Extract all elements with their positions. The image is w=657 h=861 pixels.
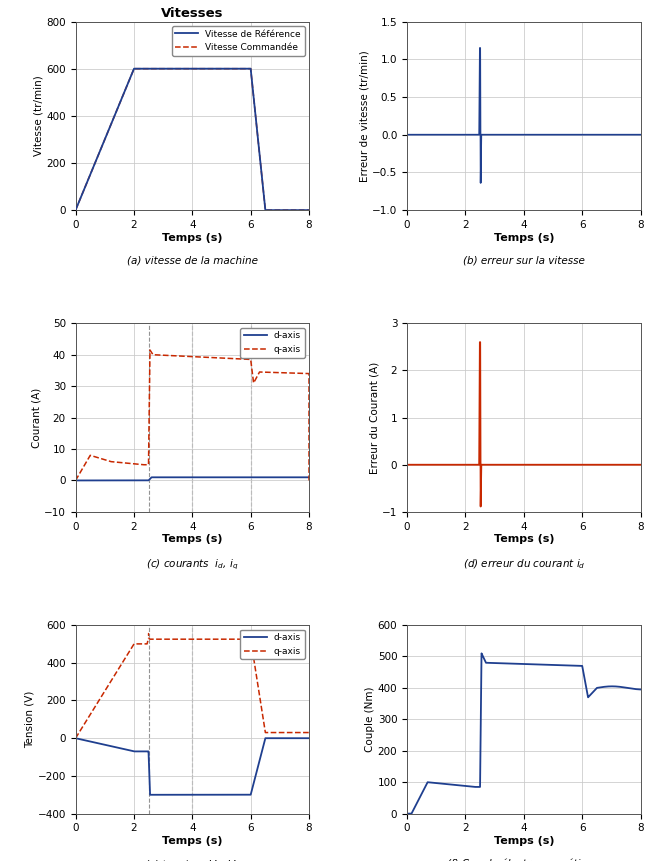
d-axis [156, 472, 164, 482]
q-axis [156, 350, 164, 360]
d-axis [210, 472, 217, 482]
Y-axis label: Vitesse (tr/min): Vitesse (tr/min) [34, 76, 43, 156]
X-axis label: Temps (s): Temps (s) [493, 836, 554, 846]
q-axis [305, 728, 313, 738]
X-axis label: Temps (s): Temps (s) [162, 232, 223, 243]
Legend: Vitesse de Référence, Vitesse Commandée: Vitesse de Référence, Vitesse Commandée [172, 26, 305, 56]
d-axis [148, 472, 156, 482]
Vitesse de Référence [156, 64, 164, 74]
Vitesse Commandée [72, 205, 79, 215]
q-axis [83, 455, 91, 466]
Vitesse de Référence [244, 64, 252, 74]
X-axis label: Temps (s): Temps (s) [162, 836, 223, 846]
q-axis [305, 475, 313, 486]
q-axis [220, 634, 228, 644]
X-axis label: Temps (s): Temps (s) [493, 535, 554, 544]
Text: (f) Couple électromagnétique: (f) Couple électromagnétique [447, 859, 600, 861]
Vitesse de Référence [72, 205, 79, 215]
Line: d-axis: d-axis [76, 738, 309, 795]
Y-axis label: Erreur de vitesse (tr/min): Erreur de vitesse (tr/min) [359, 50, 369, 182]
Vitesse Commandée [220, 64, 228, 74]
Line: q-axis: q-axis [76, 638, 309, 738]
d-axis [257, 472, 265, 482]
d-axis [72, 733, 79, 743]
Y-axis label: Erreur du Courant (A): Erreur du Courant (A) [369, 362, 379, 474]
Line: Vitesse de Référence: Vitesse de Référence [76, 69, 309, 210]
d-axis [156, 790, 164, 800]
q-axis [244, 354, 252, 364]
Vitesse de Référence [305, 205, 313, 215]
d-axis [220, 790, 228, 800]
Text: (e) tensions $V_d$, $V_q$: (e) tensions $V_d$, $V_q$ [144, 859, 240, 861]
Vitesse Commandée [257, 165, 265, 176]
Text: (a) vitesse de la machine: (a) vitesse de la machine [127, 256, 258, 265]
q-axis [156, 634, 164, 644]
Vitesse Commandée [156, 64, 164, 74]
d-axis [210, 790, 217, 800]
X-axis label: Temps (s): Temps (s) [493, 232, 554, 243]
d-axis [257, 749, 265, 759]
X-axis label: Temps (s): Temps (s) [162, 535, 223, 544]
Line: q-axis: q-axis [76, 350, 309, 480]
Text: (c) courants  $i_d$, $i_q$: (c) courants $i_d$, $i_q$ [146, 557, 238, 572]
Vitesse de Référence [210, 64, 217, 74]
Y-axis label: Couple (Nm): Couple (Nm) [365, 686, 375, 753]
q-axis [210, 352, 217, 362]
Vitesse de Référence [83, 177, 91, 187]
d-axis [83, 475, 91, 486]
Text: (d) erreur du courant $i_d$: (d) erreur du courant $i_d$ [463, 557, 585, 571]
q-axis [257, 367, 265, 377]
Title: Vitesses: Vitesses [161, 8, 223, 21]
d-axis [83, 735, 91, 746]
Text: (b) erreur sur la vitesse: (b) erreur sur la vitesse [463, 256, 585, 265]
q-axis [146, 345, 154, 356]
q-axis [210, 634, 217, 644]
q-axis [220, 353, 228, 363]
Vitesse Commandée [210, 64, 217, 74]
q-axis [145, 633, 152, 643]
d-axis [72, 475, 79, 486]
d-axis [244, 790, 252, 800]
Vitesse de Référence [130, 64, 138, 74]
Legend: d-axis, q-axis: d-axis, q-axis [240, 629, 305, 660]
q-axis [244, 634, 252, 644]
d-axis [220, 472, 228, 482]
d-axis [146, 790, 154, 800]
Vitesse de Référence [220, 64, 228, 74]
Vitesse de Référence [257, 165, 265, 176]
d-axis [244, 472, 252, 482]
Legend: d-axis, q-axis: d-axis, q-axis [240, 328, 305, 357]
Line: Vitesse Commandée: Vitesse Commandée [76, 69, 309, 210]
Vitesse Commandée [244, 64, 252, 74]
d-axis [305, 472, 313, 482]
d-axis [305, 733, 313, 743]
q-axis [83, 714, 91, 724]
q-axis [72, 475, 79, 486]
Vitesse Commandée [83, 177, 91, 187]
Y-axis label: Tension (V): Tension (V) [25, 691, 35, 748]
Vitesse Commandée [130, 64, 138, 74]
q-axis [257, 701, 265, 711]
Y-axis label: Courant (A): Courant (A) [31, 387, 41, 448]
Vitesse Commandée [305, 205, 313, 215]
q-axis [72, 733, 79, 743]
Line: d-axis: d-axis [76, 477, 309, 480]
